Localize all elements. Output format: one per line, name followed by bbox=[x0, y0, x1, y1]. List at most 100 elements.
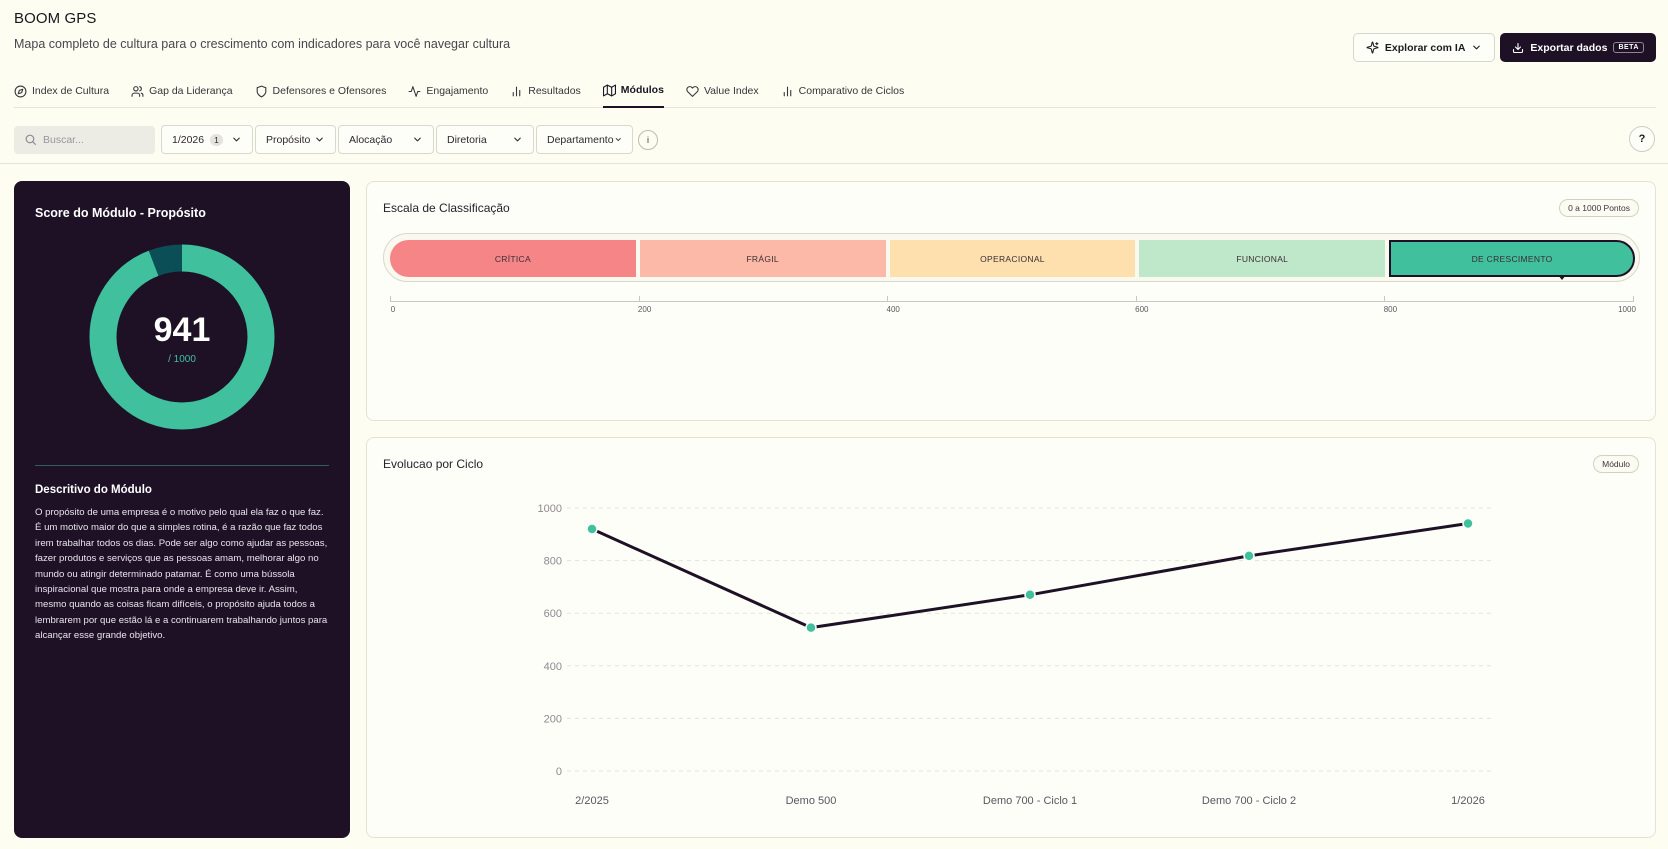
heart-icon bbox=[686, 85, 699, 97]
export-data-button[interactable]: Exportar dados BETA bbox=[1500, 33, 1656, 62]
data-point bbox=[1462, 517, 1474, 530]
chevron-down-icon bbox=[316, 137, 323, 142]
tab-label: Módulos bbox=[620, 84, 664, 96]
module-description-title: Descritivo do Módulo bbox=[35, 484, 152, 496]
y-tick-label: 600 bbox=[544, 608, 562, 620]
scale-tick bbox=[1384, 296, 1386, 302]
evolution-line-chart: 0 200 400 600 800 1000 2/2025 Demo 500 Demo 700 … bbox=[538, 503, 1493, 807]
tab-index-de-cultura[interactable]: Index de Cultura bbox=[14, 82, 109, 100]
x-tick-label: 1/2026 bbox=[1451, 795, 1485, 807]
score-donut: 941 / 1000 bbox=[89, 244, 275, 430]
filter-bar: Buscar... 1/2026 1 Propósito Alocação Di… bbox=[14, 125, 658, 154]
tab-label: Engajamento bbox=[426, 85, 489, 97]
activity-icon bbox=[408, 85, 421, 97]
explore-ai-button[interactable]: Explorar com IA bbox=[1352, 33, 1496, 62]
cycle-select[interactable]: 1/2026 1 bbox=[161, 125, 253, 154]
scale-tick-label: 1000 bbox=[1618, 305, 1636, 314]
y-tick-label: 400 bbox=[544, 661, 562, 673]
scale-track: CRÍTICA FRÁGIL OPERACIONAL FUNCIONAL DE CRES… bbox=[383, 233, 1640, 282]
app-subtitle: Mapa completo de cultura para o crescime… bbox=[14, 37, 511, 51]
tab-resultados[interactable]: Resultados bbox=[510, 82, 581, 100]
scale-segment-de-crescimento: DE CRESCIMENTO bbox=[1389, 240, 1635, 277]
tab-value-index[interactable]: Value Index bbox=[686, 82, 759, 100]
score-max: / 1000 bbox=[168, 354, 196, 365]
y-tick-label: 0 bbox=[556, 766, 562, 778]
scale-tick bbox=[638, 296, 640, 302]
app-title: BOOM GPS bbox=[14, 10, 97, 27]
tab-label: Value Index bbox=[703, 85, 759, 97]
alocacao-select[interactable]: Alocação bbox=[338, 125, 434, 154]
scale-tick bbox=[887, 296, 889, 302]
info-button[interactable]: i bbox=[638, 129, 658, 150]
tab-modulos[interactable]: Módulos bbox=[602, 82, 664, 108]
scale-axis bbox=[390, 301, 1633, 302]
data-point bbox=[586, 523, 598, 535]
export-data-label: Exportar dados bbox=[1530, 41, 1608, 54]
scale-tick-label: 400 bbox=[886, 305, 900, 314]
scale-tick bbox=[1633, 296, 1634, 302]
shield-icon bbox=[256, 85, 266, 97]
scale-segment-operacional: OPERACIONAL bbox=[889, 240, 1136, 277]
scale-tick-label: 600 bbox=[1135, 305, 1149, 314]
departamento-value: Departamento bbox=[547, 133, 614, 146]
scale-tick-label: 200 bbox=[637, 305, 652, 314]
sparkles-icon bbox=[1366, 41, 1379, 54]
scale-tick-label: 0 bbox=[390, 305, 396, 314]
chevron-down-icon bbox=[514, 137, 521, 142]
y-tick-label: 1000 bbox=[538, 503, 562, 515]
proposito-select[interactable]: Propósito bbox=[255, 125, 336, 154]
map-icon bbox=[602, 84, 616, 96]
y-tick-label: 800 bbox=[544, 556, 562, 568]
scale-range-badge: 0 a 1000 Pontos bbox=[1559, 199, 1639, 217]
tab-label: Defensores e Ofensores bbox=[272, 85, 387, 97]
scale-segment-frágil: FRÁGIL bbox=[639, 240, 886, 277]
module-description-text: O propósito de uma empresa é o motivo pe… bbox=[35, 507, 328, 642]
series-line bbox=[591, 522, 1469, 630]
scale-current-marker bbox=[1558, 275, 1567, 280]
page-header: BOOM GPS Mapa completo de cultura para o… bbox=[14, 10, 510, 51]
tab-label: Gap da Liderança bbox=[149, 85, 233, 97]
tab-gap-da-lideranca[interactable]: Gap da Liderança bbox=[131, 82, 233, 100]
evolution-card: Evolucao por Ciclo Módulo 0 200 400 600 800 1… bbox=[366, 437, 1656, 838]
scale-segment-funcional: FUNCIONAL bbox=[1139, 240, 1386, 277]
help-button[interactable]: ? bbox=[1629, 126, 1655, 152]
cycle-value: 1/2026 bbox=[172, 133, 205, 146]
data-point bbox=[805, 621, 817, 634]
scale-tick bbox=[1135, 296, 1137, 302]
x-tick-label: Demo 500 bbox=[786, 795, 837, 807]
users-icon bbox=[131, 85, 144, 97]
score-separator bbox=[35, 465, 329, 466]
explore-ai-label: Explorar com IA bbox=[1384, 41, 1466, 54]
module-tabs: Index de Cultura Gap da Liderança Defens… bbox=[14, 82, 1656, 108]
cycle-count-badge: 1 bbox=[210, 133, 223, 146]
tab-engajamento[interactable]: Engajamento bbox=[408, 82, 488, 100]
download-icon bbox=[1513, 42, 1524, 53]
chevron-down-icon bbox=[414, 137, 421, 142]
search-icon bbox=[25, 134, 36, 145]
bar-chart-icon bbox=[512, 86, 521, 96]
data-point bbox=[1024, 589, 1036, 601]
tab-label: Index de Cultura bbox=[32, 85, 110, 97]
tab-label: Comparativo de Ciclos bbox=[798, 85, 905, 97]
tab-comparativo-de-ciclos[interactable]: Comparativo de Ciclos bbox=[781, 82, 905, 100]
donut-fill-arc bbox=[89, 244, 275, 430]
data-point bbox=[1243, 550, 1255, 562]
chevron-down-icon bbox=[1473, 45, 1481, 50]
departamento-select[interactable]: Departamento bbox=[536, 125, 633, 154]
x-tick-label: Demo 700 - Ciclo 2 bbox=[1202, 795, 1296, 807]
y-tick-label: 200 bbox=[544, 713, 562, 725]
score-title: Score do Módulo - Propósito bbox=[35, 206, 206, 220]
beta-badge: BETA bbox=[1613, 42, 1644, 53]
evolution-title: Evolucao por Ciclo bbox=[383, 457, 484, 471]
score-value: 941 bbox=[154, 311, 211, 349]
compass-icon bbox=[14, 85, 27, 97]
tab-defensores-e-ofensores[interactable]: Defensores e Ofensores bbox=[255, 82, 387, 100]
scale-tick bbox=[390, 296, 391, 302]
x-tick-label: 2/2025 bbox=[575, 795, 609, 807]
diretoria-select[interactable]: Diretoria bbox=[436, 125, 534, 154]
evolution-badge: Módulo bbox=[1593, 455, 1639, 473]
header-actions: Explorar com IA Exportar dados BETA bbox=[1352, 33, 1656, 62]
scale-title: Escala de Classificação bbox=[383, 201, 510, 215]
classification-scale-card: Escala de Classificação 0 a 1000 Pontos … bbox=[366, 181, 1656, 421]
search-input[interactable]: Buscar... bbox=[14, 125, 155, 154]
